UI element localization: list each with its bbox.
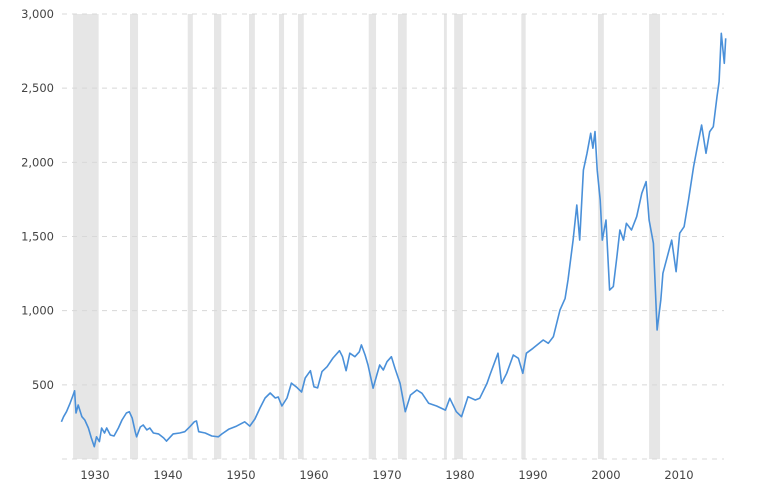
y-tick-label: 1,500 <box>21 230 54 244</box>
shaded-band <box>297 14 304 459</box>
shaded-band <box>454 14 463 459</box>
x-tick-label: 1970 <box>372 468 401 482</box>
shaded-band <box>278 14 285 459</box>
shaded-band <box>597 14 604 459</box>
x-tick-label: 1930 <box>80 468 109 482</box>
shaded-band <box>213 14 222 459</box>
y-tick-label: 2,500 <box>21 81 54 95</box>
x-tick-label: 1980 <box>445 468 474 482</box>
shaded-band <box>249 14 255 459</box>
y-tick-label: 500 <box>32 378 54 392</box>
x-axis-ticks: 1930 1940 1950 1960 1970 1980 1990 2000 2010 <box>80 468 693 482</box>
gridlines <box>62 13 724 460</box>
y-axis-ticks: 500 1,000 1,500 2,000 2,500 3,000 <box>21 7 54 392</box>
series-line <box>60 32 727 448</box>
x-tick-label: 1960 <box>299 468 328 482</box>
x-tick-label: 2010 <box>664 468 693 482</box>
x-tick-label: 1990 <box>518 468 547 482</box>
x-tick-label: 2000 <box>591 468 620 482</box>
x-tick-label: 1940 <box>153 468 182 482</box>
shaded-band <box>187 14 193 459</box>
y-tick-label: 3,000 <box>21 7 54 21</box>
x-tick-label: 1950 <box>226 468 255 482</box>
y-tick-label: 1,000 <box>21 304 54 318</box>
y-tick-label: 2,000 <box>21 155 54 169</box>
